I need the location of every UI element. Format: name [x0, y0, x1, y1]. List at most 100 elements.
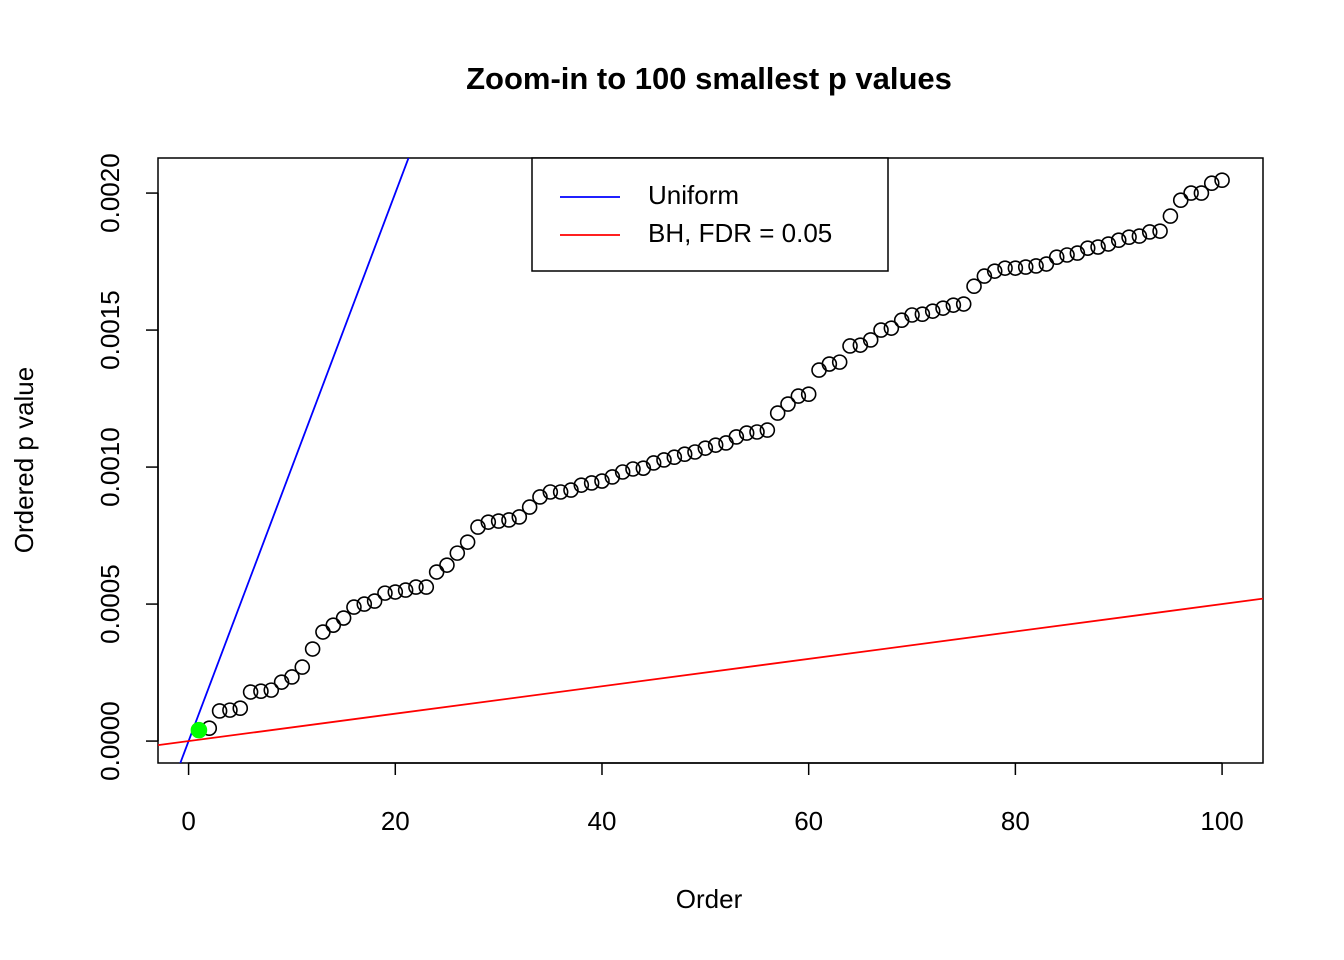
- x-tick-label: 20: [381, 806, 410, 836]
- data-point: [377, 585, 393, 601]
- data-point: [325, 617, 342, 633]
- data-point: [573, 477, 590, 493]
- data-point: [604, 469, 621, 485]
- reference-line: [158, 597, 1263, 747]
- data-point: [883, 320, 900, 336]
- data-point: [211, 703, 228, 719]
- data-point: [346, 599, 362, 615]
- data-point: [294, 659, 311, 675]
- data-point: [480, 514, 497, 530]
- data-point: [387, 584, 404, 600]
- x-tick-label: 60: [794, 806, 823, 836]
- chart-title: Zoom-in to 100 smallest p values: [466, 61, 952, 96]
- data-point: [563, 482, 579, 498]
- data-point: [1100, 236, 1117, 252]
- data-point: [976, 268, 993, 284]
- data-point: [1193, 185, 1210, 201]
- legend-label: BH, FDR = 0.05: [648, 218, 832, 248]
- data-point: [738, 425, 755, 441]
- data-point: [687, 444, 703, 460]
- data-point: [873, 322, 889, 338]
- data-point: [232, 700, 249, 716]
- data-point: [676, 446, 693, 462]
- x-tick-label: 100: [1200, 806, 1243, 836]
- data-point: [470, 519, 486, 535]
- data-point: [893, 312, 910, 329]
- data-point: [284, 669, 300, 685]
- data-point: [635, 460, 652, 476]
- data-point: [1162, 208, 1179, 224]
- data-point: [666, 449, 683, 466]
- data-point: [552, 484, 569, 500]
- data-point: [707, 437, 724, 453]
- data-point: [1069, 245, 1086, 261]
- data-point: [1141, 224, 1158, 240]
- data-point: [800, 386, 817, 402]
- x-tick-label: 0: [181, 806, 195, 836]
- x-tick-label: 40: [588, 806, 617, 836]
- data-point: [1048, 249, 1065, 265]
- data-point: [397, 582, 414, 598]
- legend-box: [531, 157, 889, 272]
- data-point: [862, 332, 879, 348]
- data-point: [439, 557, 455, 573]
- x-axis-label: Order: [676, 884, 743, 914]
- data-point: [1172, 192, 1189, 208]
- data-point: [780, 396, 796, 412]
- data-point: [222, 702, 238, 718]
- data-point: [904, 307, 920, 323]
- legend-label: Uniform: [648, 180, 739, 210]
- data-point: [418, 579, 435, 595]
- data-point: [1017, 259, 1034, 275]
- data-point: [852, 337, 869, 353]
- y-tick-label: 0.0020: [95, 153, 125, 233]
- y-tick-label: 0.0000: [95, 701, 125, 781]
- data-point: [811, 362, 827, 378]
- data-point: [945, 297, 962, 313]
- data-point: [408, 579, 424, 595]
- data-point: [966, 278, 982, 295]
- data-point: [583, 475, 600, 491]
- data-point: [1110, 232, 1127, 249]
- plot-area: [158, 158, 1263, 763]
- data-point: [542, 484, 559, 500]
- data-point: [656, 452, 672, 468]
- data-point: [1007, 260, 1024, 276]
- data-point: [986, 263, 1003, 279]
- data-point: [759, 422, 776, 438]
- data-point: [1028, 258, 1044, 274]
- data-point: [821, 356, 838, 372]
- data-point: [955, 296, 972, 312]
- data-point: [842, 338, 858, 354]
- data-point: [428, 564, 445, 580]
- data-point: [304, 641, 321, 657]
- data-point: [1038, 256, 1055, 272]
- data-point: [242, 684, 259, 700]
- data-point: [625, 461, 641, 477]
- data-point: [997, 260, 1013, 276]
- data-point: [1131, 228, 1148, 244]
- data-point: [449, 545, 466, 561]
- data-point: [1203, 175, 1220, 192]
- data-point: [935, 300, 951, 316]
- data-point: [614, 464, 631, 480]
- data-point: [1090, 239, 1106, 255]
- reference-line: [179, 158, 410, 763]
- y-axis-label: Ordered p value: [9, 367, 39, 553]
- data-point: [273, 674, 290, 690]
- y-tick-label: 0.0005: [95, 564, 125, 644]
- data-point: [645, 455, 662, 471]
- data-point: [718, 435, 734, 451]
- data-point: [749, 424, 765, 440]
- y-tick-label: 0.0010: [95, 427, 125, 507]
- data-point: [501, 512, 517, 528]
- data-point: [1183, 185, 1199, 201]
- data-point: [790, 388, 807, 404]
- data-point: [356, 596, 373, 612]
- data-point: [335, 610, 352, 626]
- data-point: [532, 489, 548, 505]
- data-point: [1059, 247, 1075, 263]
- data-point: [490, 513, 507, 529]
